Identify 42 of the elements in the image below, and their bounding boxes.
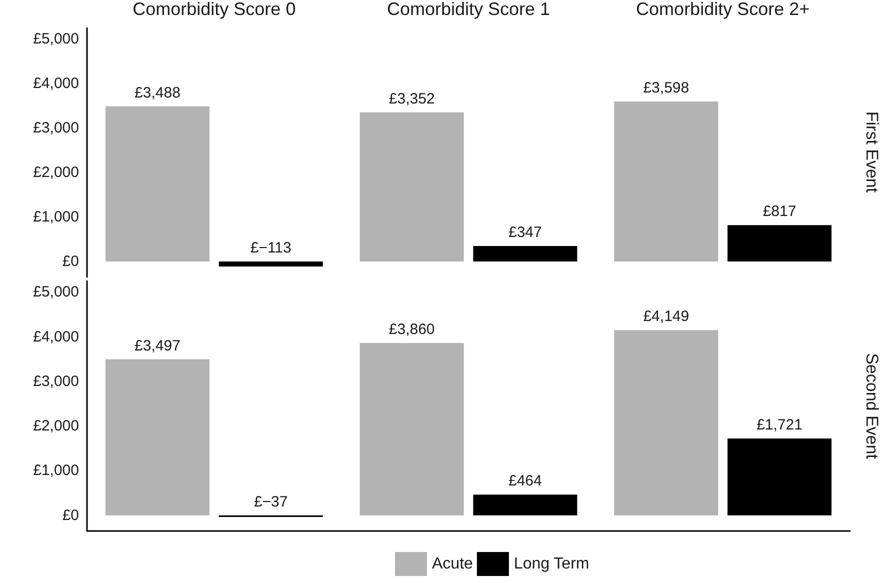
y-tick-label: £5,000 (33, 30, 79, 48)
data-label: £3,488 (134, 84, 180, 102)
data-label: £3,860 (388, 321, 435, 338)
bar (105, 106, 210, 262)
bar (614, 101, 718, 262)
bar (728, 438, 832, 516)
y-tick-label: £4,000 (33, 75, 79, 92)
y-tick-label: £1,000 (33, 208, 79, 226)
data-label: £3,497 (134, 337, 180, 354)
x-tick-label: Comorbidity Score 0 (132, 0, 296, 19)
bar (105, 359, 210, 516)
y-tick-label: £0 (62, 252, 79, 270)
bar (614, 330, 718, 516)
data-label: £464 (508, 472, 542, 490)
y-tick-label: £5,000 (33, 284, 79, 301)
bar (473, 246, 578, 262)
text: First Event (862, 111, 882, 193)
bar (360, 343, 464, 516)
bar (728, 225, 832, 262)
data-label: £4,149 (643, 308, 690, 326)
y-tick-label: £3,000 (33, 372, 79, 390)
x-tick-label: Comorbidity Score 2+ (636, 0, 810, 19)
data-label: £3,598 (643, 79, 690, 96)
y-tick-label: £3,000 (33, 120, 79, 137)
y-tick-label: £2,000 (33, 418, 79, 435)
bar (473, 494, 578, 516)
y-tick-label: £1,000 (33, 462, 79, 480)
y-tick-label: £0 (62, 506, 79, 524)
x-tick-label: Comorbidity Score 1 (386, 0, 550, 19)
y-tick-label: £4,000 (33, 328, 79, 346)
data-label: £−37 (254, 493, 288, 510)
legend-label: Acute (432, 556, 474, 572)
text: Second Event (862, 353, 882, 460)
data-label: £3,352 (388, 90, 435, 108)
y-tick-label: £2,000 (33, 164, 79, 182)
legend-label: Long Term (514, 556, 590, 572)
data-label: £−113 (250, 239, 292, 256)
data-label: £1,721 (756, 416, 802, 434)
bar (360, 112, 464, 262)
data-label: £347 (508, 224, 542, 242)
data-label: £817 (762, 203, 796, 220)
bar (218, 261, 323, 266)
